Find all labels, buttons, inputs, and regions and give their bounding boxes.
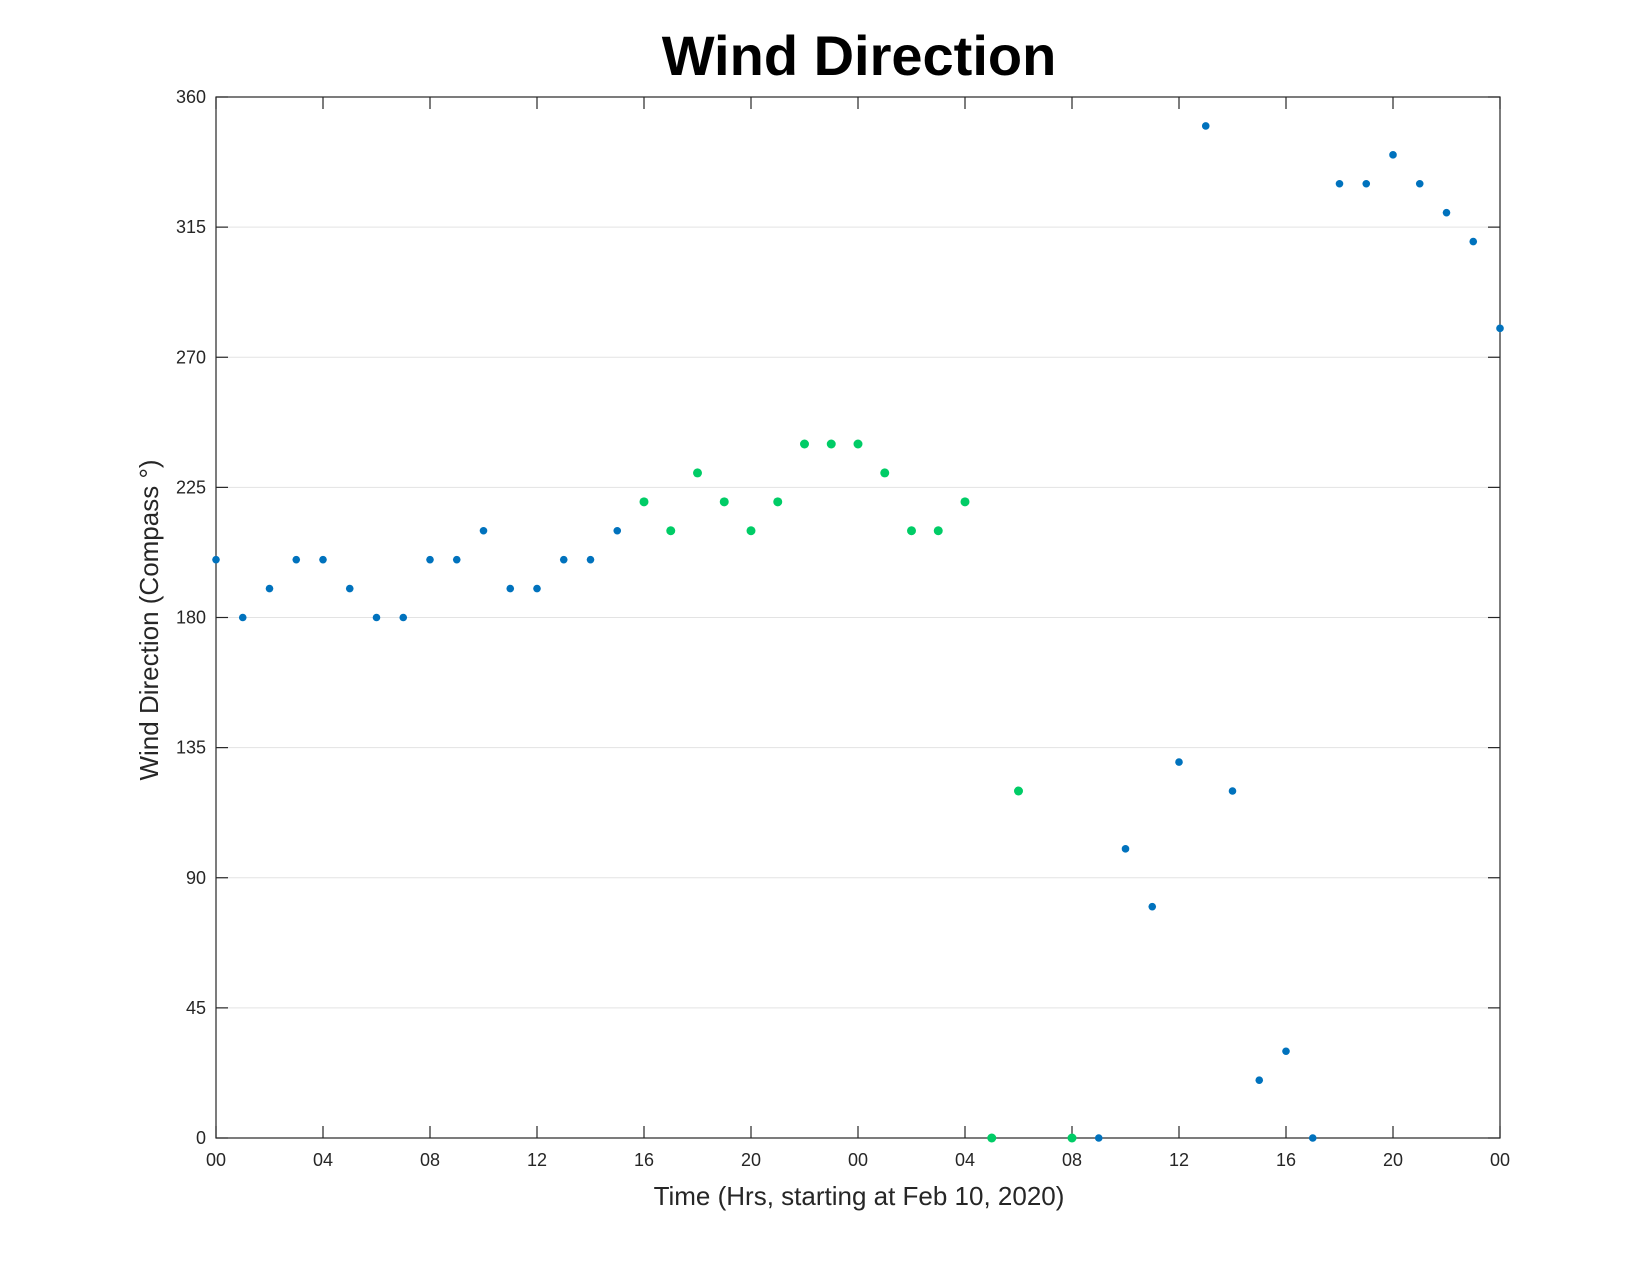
x-tick-label: 20 (741, 1150, 761, 1170)
data-point (1442, 208, 1451, 217)
x-tick-label: 12 (527, 1150, 547, 1170)
data-point (960, 497, 970, 507)
data-point (933, 526, 943, 536)
data-point (1496, 324, 1504, 333)
y-axis-label: Wind Direction (Compass °) (134, 459, 164, 780)
data-point (1228, 787, 1237, 795)
x-tick-label: 00 (848, 1150, 868, 1170)
data-point (559, 555, 568, 564)
data-point (693, 468, 702, 478)
y-tick-label: 225 (176, 477, 206, 497)
data-point (1255, 1076, 1264, 1084)
chart-title: Wind Direction (662, 24, 1057, 87)
y-tick-label: 360 (176, 87, 206, 107)
y-tick-label: 45 (186, 998, 206, 1018)
data-point (613, 526, 622, 535)
x-tick-label: 16 (1276, 1150, 1296, 1170)
x-tick-label: 00 (206, 1150, 226, 1170)
data-point (1175, 758, 1183, 766)
x-tick-label: 04 (313, 1150, 333, 1170)
x-tick-label: 08 (1062, 1150, 1082, 1170)
data-point (292, 555, 301, 564)
data-point (773, 497, 783, 507)
x-tick-label: 00 (1490, 1150, 1510, 1170)
data-point (345, 584, 354, 593)
data-point (1282, 1047, 1290, 1056)
data-point (746, 526, 756, 536)
data-point (987, 1133, 997, 1143)
data-point (880, 468, 890, 478)
data-point (639, 497, 649, 507)
data-point (1415, 179, 1424, 188)
data-point (1121, 845, 1130, 853)
y-tick-label: 315 (176, 217, 206, 237)
data-point (800, 439, 809, 449)
data-point (853, 439, 863, 449)
data-point (399, 613, 408, 622)
data-point (1014, 786, 1023, 796)
data-point (479, 526, 488, 535)
data-point (212, 555, 220, 564)
data-point (586, 555, 595, 564)
x-tick-label: 04 (955, 1150, 975, 1170)
x-tick-label: 20 (1383, 1150, 1403, 1170)
data-point (319, 555, 327, 564)
data-point (1362, 179, 1371, 188)
data-point (426, 555, 434, 564)
data-point (452, 555, 461, 564)
y-tick-label: 135 (176, 738, 206, 758)
data-point (1067, 1133, 1077, 1143)
data-point (1201, 122, 1210, 130)
data-point (1389, 151, 1397, 159)
data-point (533, 584, 541, 593)
data-point (506, 584, 515, 593)
data-point (1094, 1134, 1103, 1142)
y-tick-label: 0 (196, 1128, 206, 1148)
data-point (1308, 1134, 1317, 1142)
x-axis-label: Time (Hrs, starting at Feb 10, 2020) (654, 1181, 1065, 1211)
grid-lines (216, 226, 1500, 1009)
data-point (265, 584, 274, 593)
data-point (1335, 179, 1344, 188)
x-tick-label: 08 (420, 1150, 440, 1170)
data-point (372, 613, 381, 622)
y-tick-label: 180 (176, 608, 206, 628)
y-tick-label: 90 (186, 868, 206, 888)
data-point (826, 439, 836, 449)
data-points (212, 122, 1504, 1143)
data-point (238, 613, 247, 622)
data-point (719, 497, 729, 507)
x-tick-label: 16 (634, 1150, 654, 1170)
y-tick-label: 270 (176, 347, 206, 367)
data-point (1469, 237, 1478, 246)
data-point (666, 526, 676, 536)
x-tick-label: 12 (1169, 1150, 1189, 1170)
axis-ticks: 0 45 90 135 180 225 270 315 360 00 04 08 12 16 20 00 04 0… (176, 87, 1510, 1170)
data-point (907, 526, 916, 536)
data-point (1148, 902, 1157, 911)
